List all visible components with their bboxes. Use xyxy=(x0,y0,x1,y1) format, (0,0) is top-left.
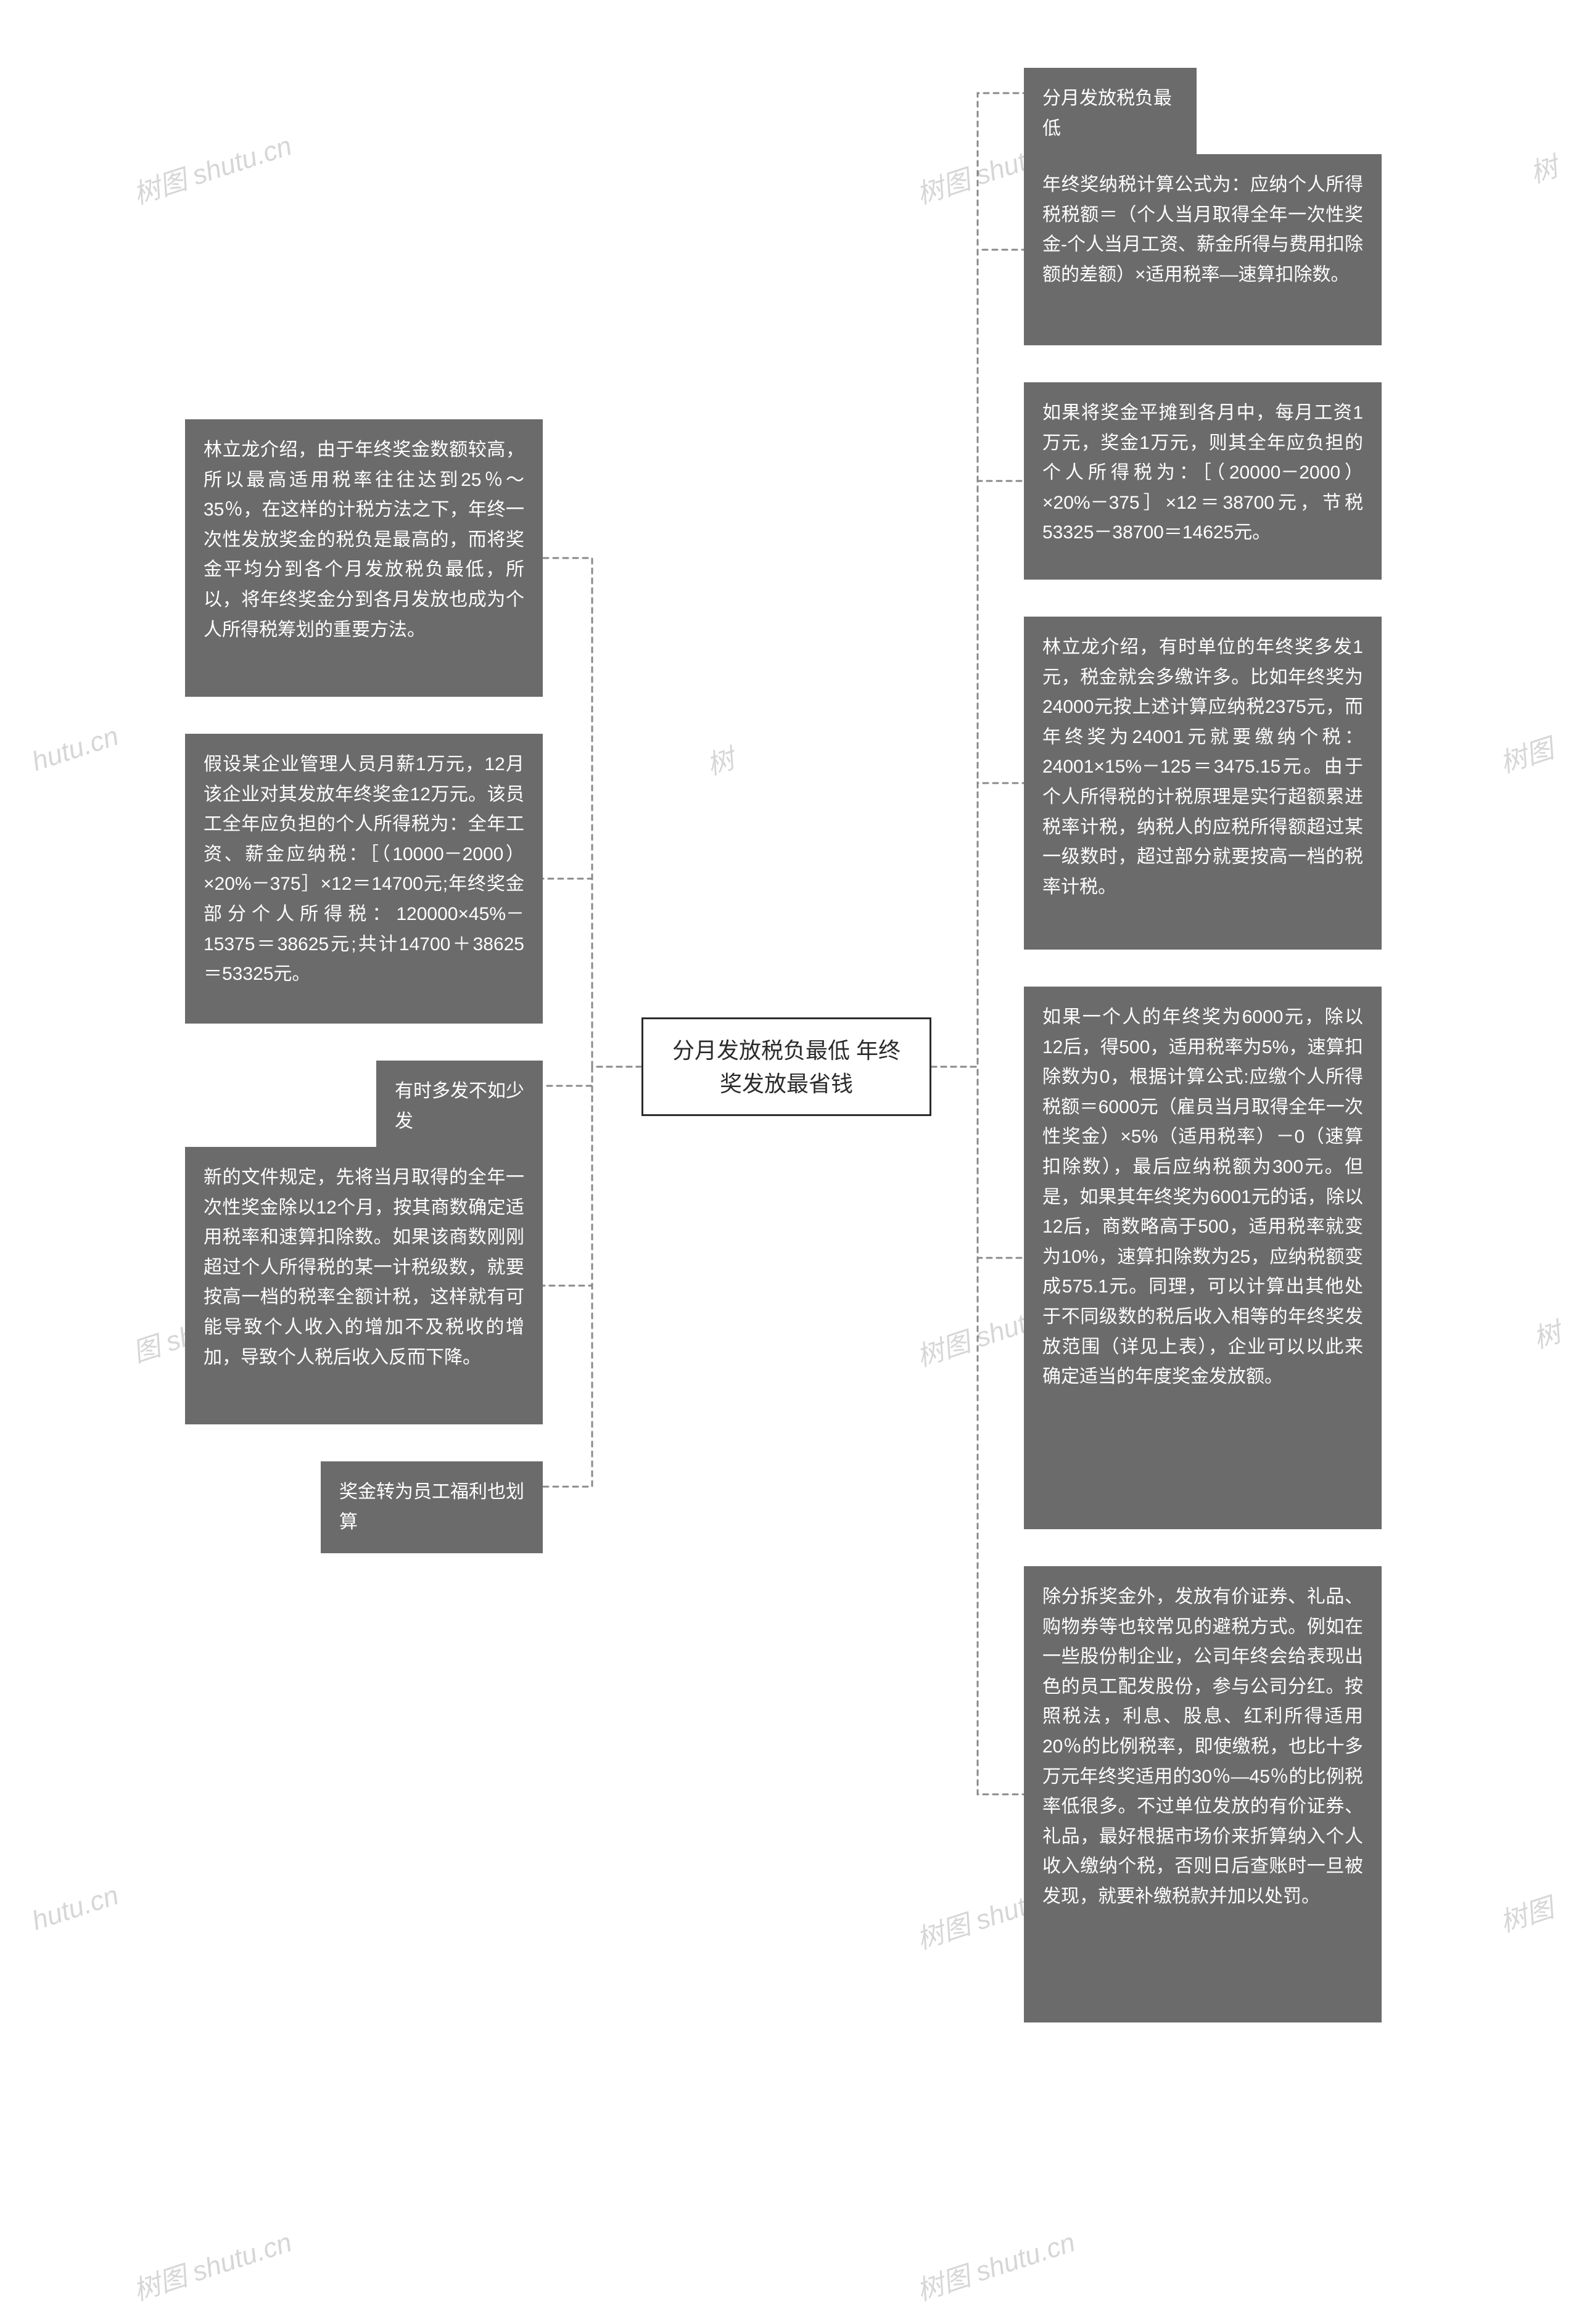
mindmap-node[interactable]: 新的文件规定，先将当月取得的全年一次性奖金除以12个月，按其商数确定适用税率和速… xyxy=(185,1147,543,1424)
watermark: 树图 xyxy=(1494,1886,1557,1940)
watermark: 树 xyxy=(1524,145,1562,191)
mindmap-node[interactable]: 分月发放税负最低 xyxy=(1024,68,1197,160)
watermark: 树 xyxy=(1527,1310,1565,1356)
mindmap-node[interactable]: 假设某企业管理人员月薪1万元，12月该企业对其发放年终奖金12万元。该员工全年应… xyxy=(185,734,543,1024)
watermark: hutu.cn xyxy=(28,721,123,778)
mindmap-node[interactable]: 林立龙介绍，有时单位的年终奖多发1元，税金就会多缴许多。比如年终奖为24000元… xyxy=(1024,617,1382,950)
mindmap-node[interactable]: 有时多发不如少发 xyxy=(376,1061,543,1152)
mindmap-node[interactable]: 如果将奖金平摊到各月中，每月工资1万元，奖金1万元，则其全年应负担的个人所得税为… xyxy=(1024,382,1382,580)
mindmap-node[interactable]: 林立龙介绍，由于年终奖金数额较高，所以最高适用税率往往达到25％～35％，在这样… xyxy=(185,419,543,697)
mindmap-node[interactable]: 除分拆奖金外，发放有价证券、礼品、购物券等也较常见的避税方式。例如在一些股份制企… xyxy=(1024,1566,1382,2022)
mindmap-canvas: 树图 shutu.cn树图 shutu.cn树hutu.cn树图树图 shutu… xyxy=(0,0,1579,2324)
watermark: 树图 shutu.cn xyxy=(911,2220,1079,2308)
mindmap-node[interactable]: 奖金转为员工福利也划算 xyxy=(321,1461,543,1553)
mindmap-node[interactable]: 如果一个人的年终奖为6000元，除以12后，得500，适用税率为5%，速算扣除数… xyxy=(1024,987,1382,1529)
watermark: hutu.cn xyxy=(28,1880,123,1937)
watermark: 树图 xyxy=(1494,726,1557,781)
center-node[interactable]: 分月发放税负最低 年终奖发放最省钱 xyxy=(641,1017,931,1116)
center-node-label: 分月发放税负最低 年终奖发放最省钱 xyxy=(672,1038,901,1096)
watermark: 树图 shutu.cn xyxy=(128,2220,296,2308)
watermark: 树 xyxy=(701,737,739,782)
watermark: 树图 shutu.cn xyxy=(128,123,296,211)
mindmap-node[interactable]: 年终奖纳税计算公式为：应纳个人所得税税额＝（个人当月取得全年一次性奖金-个人当月… xyxy=(1024,154,1382,345)
